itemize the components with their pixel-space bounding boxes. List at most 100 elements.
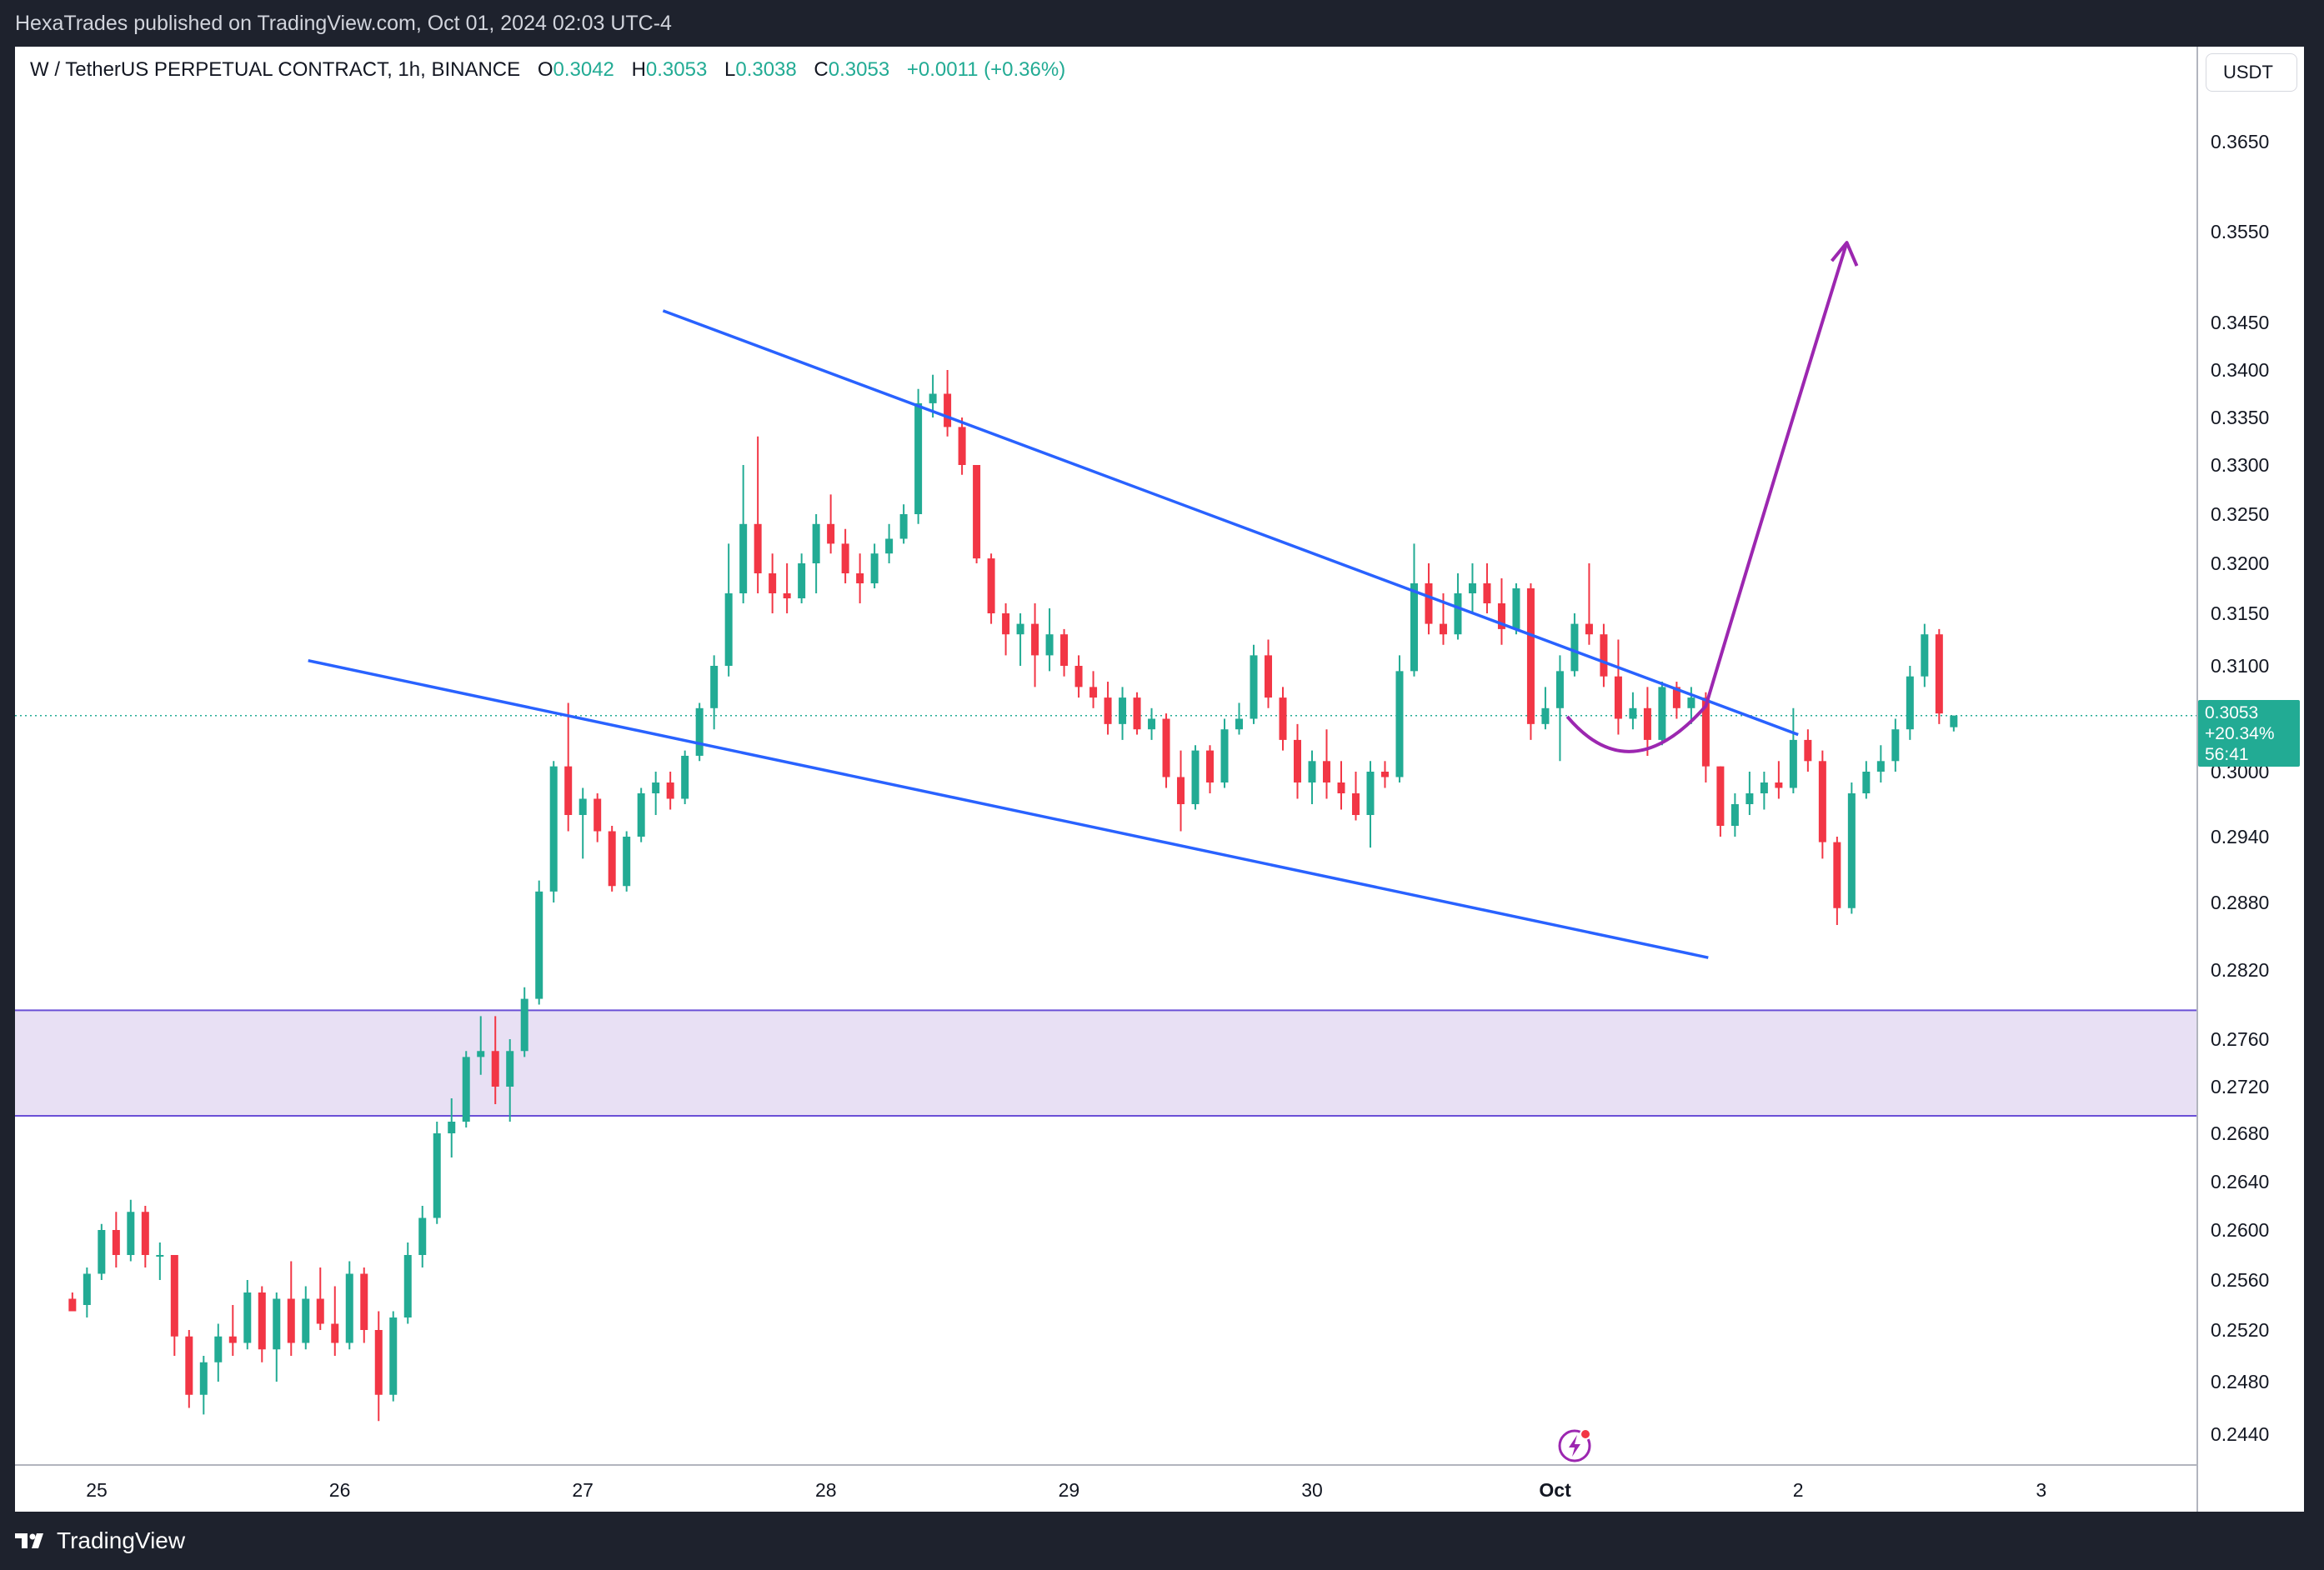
- candle-bullish: [1950, 715, 1958, 728]
- publisher-bar: HexaTrades published on TradingView.com,…: [0, 0, 2324, 47]
- candle-bullish: [578, 798, 587, 815]
- candle-bullish: [1862, 772, 1871, 793]
- close-value: 0.3053: [828, 58, 890, 81]
- candle-bearish: [1585, 623, 1593, 635]
- price-tick-label: 0.3550: [2211, 221, 2269, 242]
- price-tick-label: 0.3200: [2211, 552, 2269, 574]
- candle-bullish: [1687, 698, 1695, 708]
- candle-bullish: [1119, 698, 1127, 724]
- time-tick-label: 29: [1059, 1479, 1080, 1501]
- trendline-lower: [308, 658, 1709, 959]
- time-tick-label: 3: [2036, 1479, 2046, 1501]
- candle-bearish: [1526, 588, 1535, 724]
- candle-bearish: [1701, 698, 1710, 767]
- time-tick-label: 30: [1301, 1479, 1323, 1501]
- candle-bullish: [1760, 782, 1768, 793]
- currency-button[interactable]: USDT: [2206, 53, 2297, 92]
- price-tick-label: 0.3300: [2211, 454, 2269, 476]
- candle-bearish: [491, 1051, 499, 1087]
- publisher-line: HexaTrades published on TradingView.com,…: [15, 12, 672, 35]
- candle-bullish: [899, 514, 908, 539]
- price-chart[interactable]: 0.3650 0.3550 0.3450 0.3400 0.3350 0.3300 0.32…: [15, 47, 2304, 1512]
- time-tick-label: 27: [572, 1479, 594, 1501]
- candle-bullish: [1891, 729, 1900, 762]
- candle-bearish: [258, 1292, 266, 1350]
- candle-bullish: [885, 538, 894, 554]
- high-label: H: [631, 58, 646, 81]
- change-value: +0.0011 (+0.36%): [906, 58, 1066, 81]
- symbol-title[interactable]: W / TetherUS PERPETUAL CONTRACT, 1h, BIN…: [30, 58, 521, 81]
- close-label: C: [814, 58, 829, 81]
- candle-bearish: [1060, 634, 1069, 666]
- candle-bearish: [564, 766, 573, 815]
- footer-brand[interactable]: TradingView: [57, 1528, 186, 1553]
- time-tick-label: 28: [815, 1479, 837, 1501]
- projection-curve: [1565, 242, 1849, 753]
- candle-bearish: [754, 523, 762, 573]
- candle-bearish: [944, 393, 952, 428]
- candle-bullish: [1148, 718, 1156, 730]
- tradingview-logo-icon[interactable]: [15, 1532, 48, 1550]
- candle-bearish: [783, 593, 791, 598]
- candle-bullish: [1906, 676, 1914, 730]
- price-tick-label: 0.2760: [2211, 1028, 2269, 1050]
- candle-bearish: [1351, 793, 1360, 815]
- candle-bullish: [1658, 687, 1666, 740]
- candle-bullish: [520, 998, 528, 1052]
- candle-bullish: [127, 1212, 135, 1255]
- candle-bearish: [666, 782, 674, 799]
- candle-bullish: [1468, 583, 1476, 593]
- candle-bearish: [1074, 666, 1083, 688]
- candle-bearish: [1497, 603, 1505, 629]
- chart-frame[interactable]: 0.3650 0.3550 0.3450 0.3400 0.3350 0.3300 0.32…: [15, 47, 2304, 1512]
- candle-bearish: [228, 1336, 237, 1343]
- candle-bearish: [331, 1323, 339, 1343]
- candle-bearish: [958, 427, 966, 465]
- candle-bearish: [827, 523, 835, 544]
- candle-bullish: [1921, 634, 1929, 677]
- price-tick-label: 0.3150: [2211, 602, 2269, 624]
- price-tick-label: 0.2640: [2211, 1171, 2269, 1192]
- price-tick-label: 0.3650: [2211, 131, 2269, 152]
- candle-bullish: [1512, 588, 1520, 629]
- candle-bullish: [389, 1318, 398, 1395]
- projection-arrowhead: [1830, 241, 1859, 267]
- candle-bearish: [1439, 623, 1447, 635]
- candle-bearish: [1614, 676, 1622, 719]
- candle-bearish: [1337, 782, 1345, 793]
- high-value: 0.3053: [645, 58, 708, 81]
- candle-bullish: [1629, 708, 1637, 719]
- flash-icon[interactable]: [1557, 1427, 1594, 1463]
- price-tick-label: 0.3450: [2211, 312, 2269, 333]
- candle-bullish: [681, 755, 689, 799]
- candle-bullish: [214, 1336, 223, 1362]
- candle-bullish: [652, 782, 660, 793]
- candle-bullish: [1366, 772, 1375, 815]
- candle-bearish: [1133, 698, 1141, 730]
- demand-zone: [15, 1010, 2197, 1116]
- candle-bullish: [1876, 761, 1885, 772]
- price-tick-label: 0.2680: [2211, 1122, 2269, 1144]
- candle-bearish: [1425, 583, 1433, 624]
- candle-bullish: [914, 402, 923, 514]
- candle-bearish: [185, 1336, 193, 1395]
- candle-bullish: [1395, 671, 1404, 778]
- candle-bullish: [637, 793, 645, 837]
- candle-bullish: [739, 523, 748, 593]
- candle-bullish: [98, 1230, 106, 1274]
- candle-bullish: [1555, 671, 1564, 708]
- candle-bearish: [1672, 687, 1680, 708]
- candle-bearish: [1089, 687, 1098, 698]
- candle-bullish: [156, 1255, 164, 1257]
- candle-bullish: [1045, 634, 1054, 656]
- candle-bearish: [287, 1298, 295, 1343]
- candle-bullish: [243, 1292, 252, 1343]
- candle-bearish: [1206, 750, 1215, 782]
- price-tick-label: 0.2880: [2211, 892, 2269, 913]
- candle-bullish: [1410, 583, 1418, 672]
- price-tick-label: 0.2720: [2211, 1076, 2269, 1098]
- price-tick-label: 0.2820: [2211, 959, 2269, 981]
- open-label: O: [537, 58, 553, 81]
- candle-bullish: [273, 1298, 281, 1350]
- time-tick-label: 25: [86, 1479, 108, 1501]
